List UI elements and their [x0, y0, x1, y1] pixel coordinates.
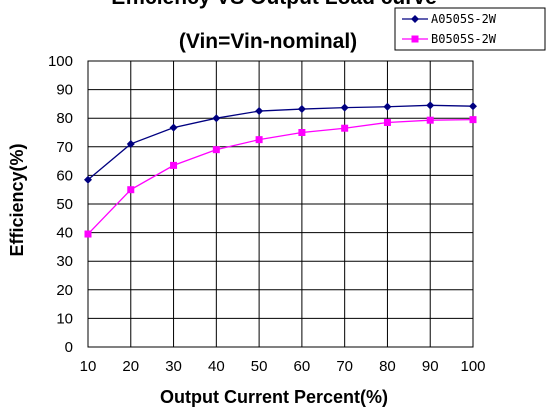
legend-label-b: B0505S-2W: [431, 32, 497, 46]
data-point: [298, 129, 306, 136]
data-point: [426, 116, 434, 124]
y-tick-label: 100: [48, 53, 73, 70]
x-tick-label: 30: [165, 358, 182, 375]
x-tick-label: 70: [336, 358, 353, 375]
data-point: [255, 107, 264, 116]
data-point: [212, 114, 221, 123]
data-point: [469, 116, 477, 124]
data-point: [426, 101, 435, 110]
data-point: [84, 175, 92, 184]
x-tick-label: 10: [80, 358, 97, 375]
data-point: [170, 161, 178, 169]
data-point: [255, 136, 263, 144]
data-point: [126, 139, 135, 148]
y-tick-label: 30: [56, 253, 73, 270]
data-point: [383, 118, 391, 126]
x-tick-label: 40: [208, 358, 225, 375]
chart-subtitle: (Vin=Vin-nominal): [179, 30, 357, 53]
data-point: [341, 124, 349, 132]
grid: [87, 60, 474, 348]
x-tick-label: 20: [122, 358, 139, 375]
series-line: [87, 118, 474, 235]
data-point: [212, 146, 220, 154]
data-point: [340, 103, 349, 112]
legend-marker-a: [411, 15, 419, 23]
legend-marker-b: [411, 35, 419, 43]
data-point: [297, 105, 306, 114]
legend-box: [394, 7, 546, 51]
y-axis-label: Efficiency(%): [7, 143, 27, 256]
y-tick-label: 80: [56, 110, 73, 127]
y-axis-ticks: 0 10 20 30 40 50 60 70 80 90 100: [48, 53, 73, 356]
y-tick-label: 10: [56, 310, 73, 327]
y-tick-label: 90: [56, 82, 73, 99]
y-tick-label: 70: [56, 139, 73, 156]
plot-area: [87, 60, 474, 348]
x-tick-label: 50: [251, 358, 268, 375]
series: [84, 101, 477, 238]
x-axis-label: Output Current Percent(%): [160, 387, 388, 407]
data-point: [469, 102, 477, 111]
chart-title: Efficiency VS Output Load curve: [111, 0, 437, 9]
data-point: [169, 123, 178, 132]
x-tick-label: 90: [422, 358, 439, 375]
y-tick-label: 20: [56, 282, 73, 299]
y-tick-label: 0: [65, 339, 73, 356]
legend: A0505S-2W B0505S-2W: [394, 7, 546, 51]
x-tick-label: 100: [460, 358, 485, 375]
y-tick-label: 40: [56, 225, 73, 242]
x-axis-ticks: 10 20 30 40 50 60 70 80 90 100: [80, 358, 486, 375]
x-tick-label: 60: [294, 358, 311, 375]
data-point: [84, 230, 92, 238]
series-line: [87, 104, 474, 181]
legend-label-a: A0505S-2W: [431, 12, 497, 26]
y-tick-label: 50: [56, 196, 73, 213]
data-point: [127, 186, 135, 194]
x-tick-label: 80: [379, 358, 396, 375]
y-tick-label: 60: [56, 167, 73, 184]
data-point: [383, 102, 392, 111]
